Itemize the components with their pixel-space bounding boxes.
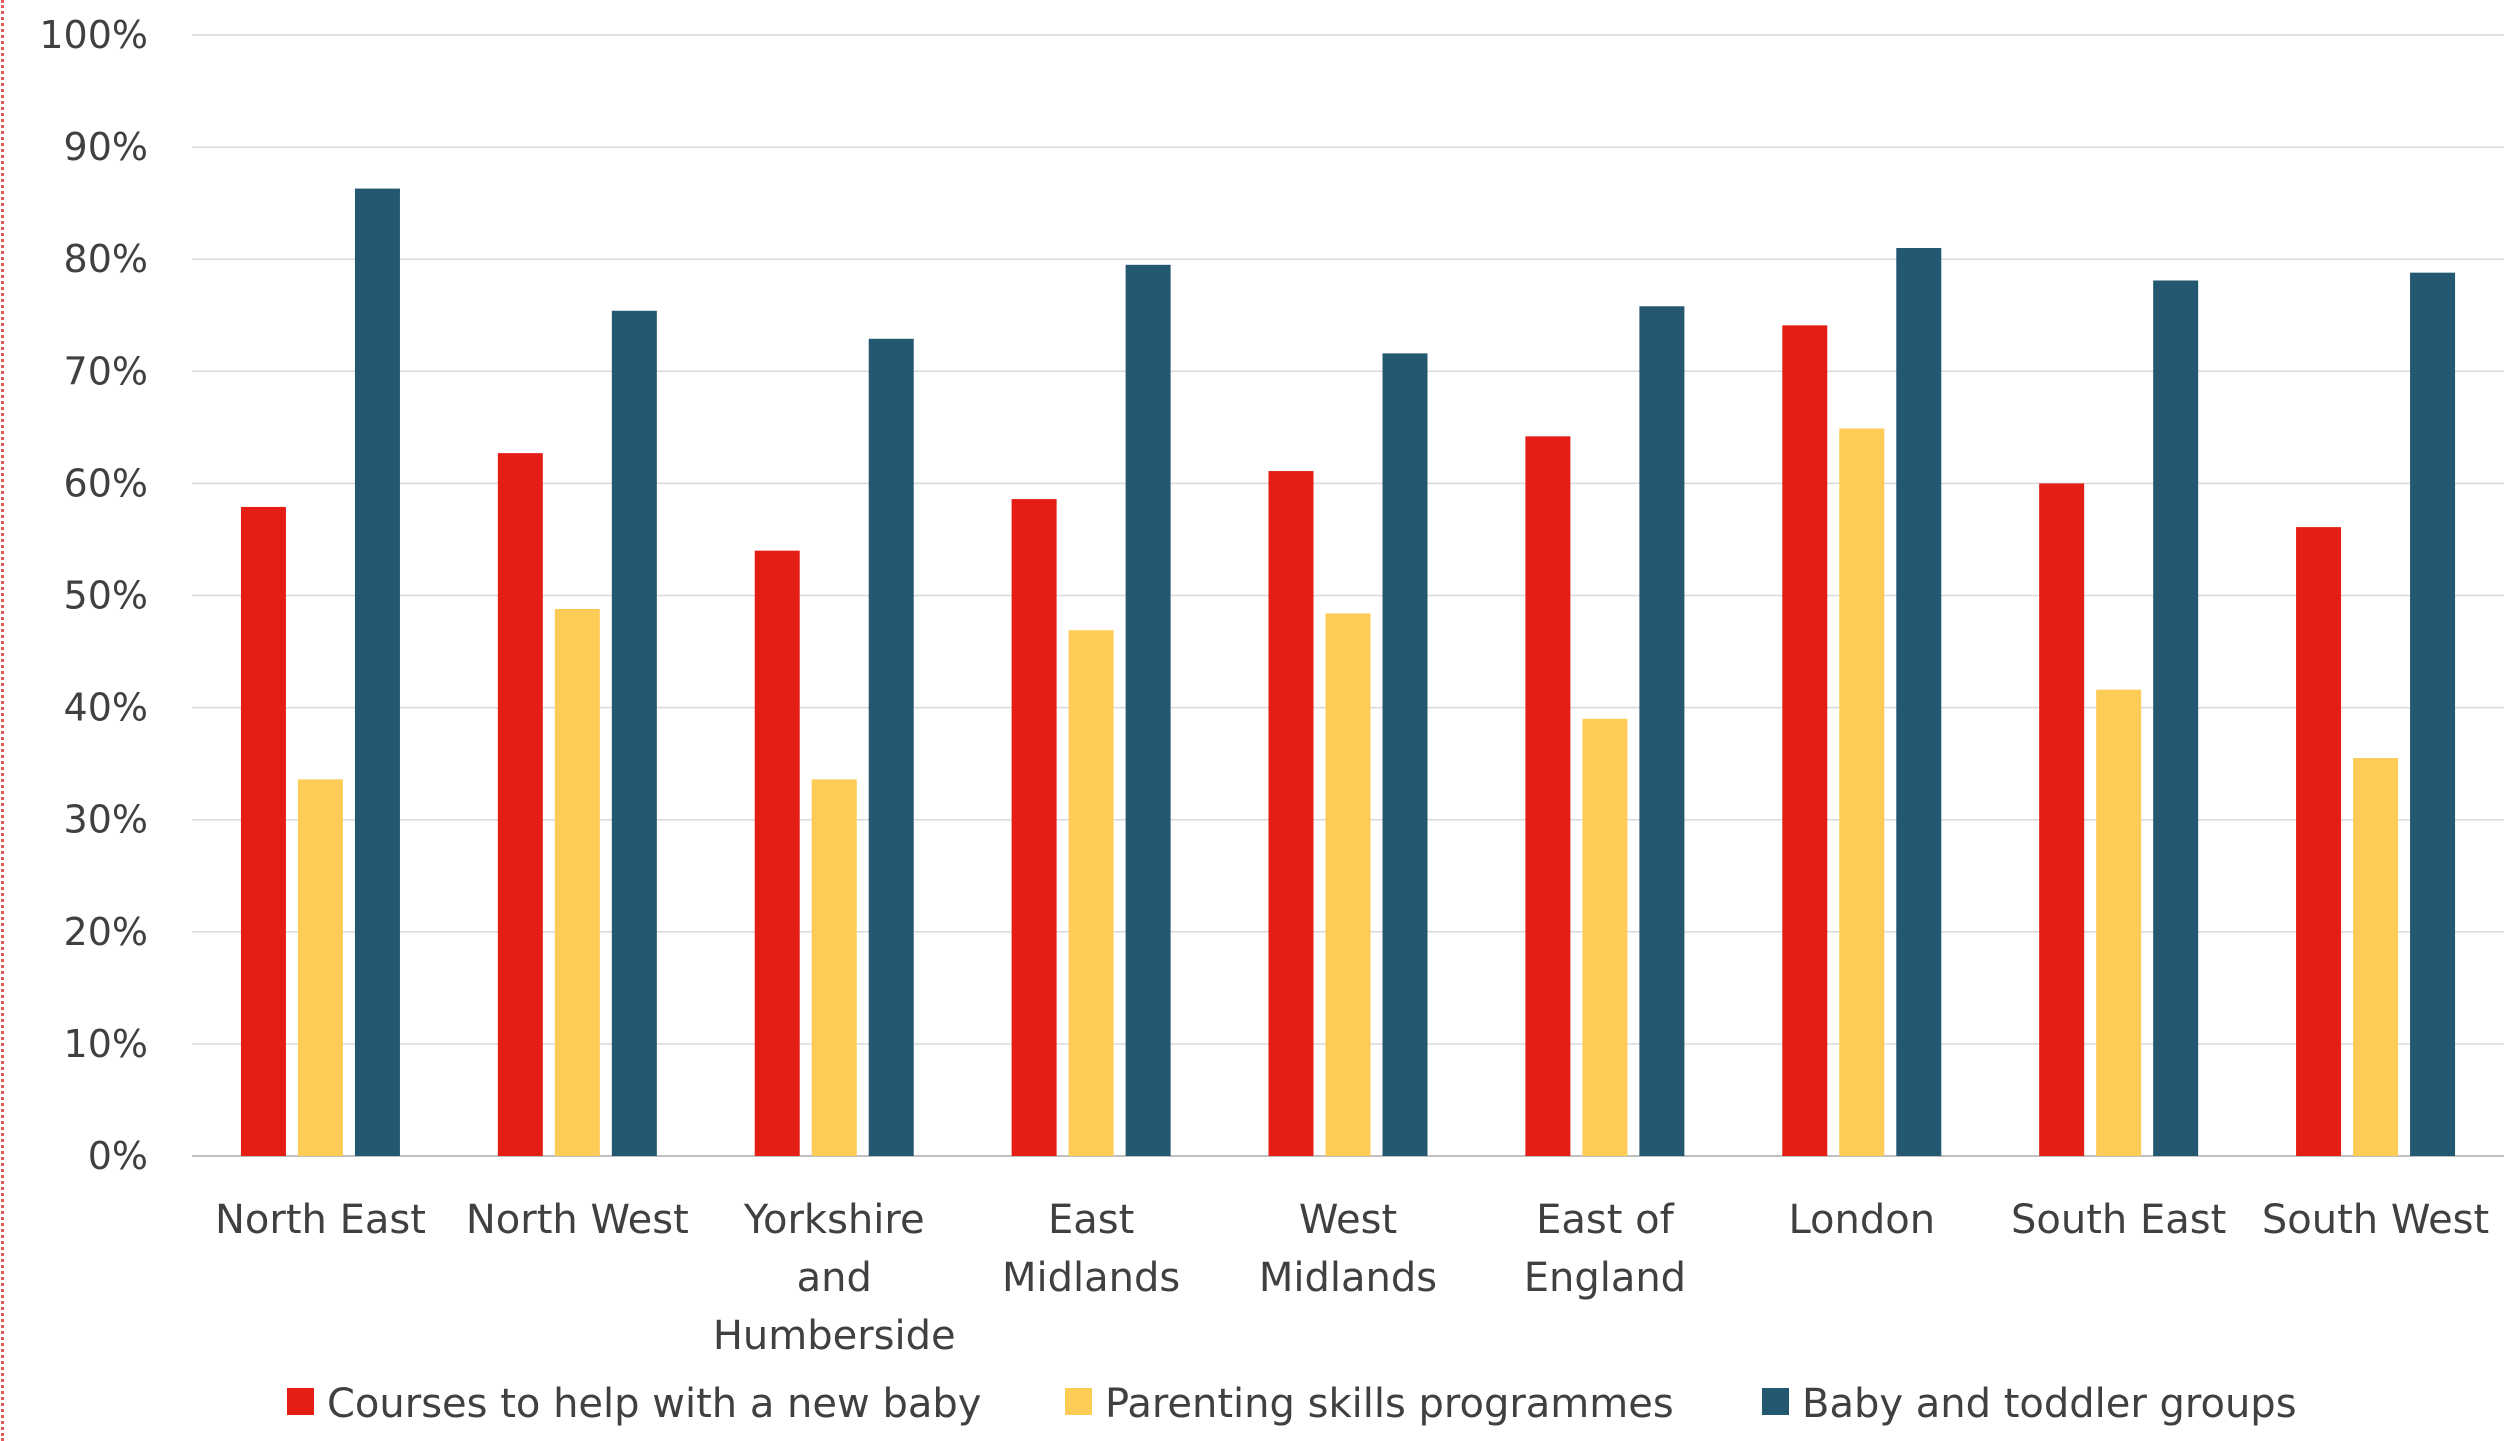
bar-baby-and-toddler-groups-yorkshire-and-humberside (868, 338, 914, 1156)
bar-courses-to-help-with-a-new-baby-east-of-england (1525, 436, 1571, 1156)
y-tick-label: 30% (64, 798, 148, 842)
bar-baby-and-toddler-groups-north-west (611, 310, 657, 1156)
y-tick-label: 60% (64, 461, 148, 505)
x-tick-label-east-of-england: East of England (1524, 1197, 1686, 1301)
legend-swatch-parenting-skills-programmes (1065, 1388, 1092, 1415)
x-tick-label-north-west: North West (466, 1197, 689, 1243)
legend-swatch-courses-to-help-with-a-new-baby (287, 1388, 314, 1415)
bar-baby-and-toddler-groups-north-east (354, 188, 400, 1156)
bar-baby-and-toddler-groups-south-east (2153, 280, 2199, 1156)
bar-courses-to-help-with-a-new-baby-yorkshire-and-humberside (754, 550, 800, 1156)
x-tick-label-yorkshire-and-humberside: Yorkshire and Humberside (713, 1197, 956, 1359)
x-axis-labels: North East North West Yorkshire and Humbersi… (215, 1197, 2489, 1359)
page-edge-divider (1, 0, 4, 1441)
bar-parenting-skills-programmes-north-east (297, 779, 343, 1156)
bar-parenting-skills-programmes-london (1839, 428, 1885, 1156)
y-tick-label: 0% (88, 1134, 148, 1178)
bar-baby-and-toddler-groups-south-west (2410, 272, 2456, 1157)
x-tick-label-london: London (1788, 1197, 1935, 1243)
bar-parenting-skills-programmes-yorkshire-and-humberside (811, 779, 857, 1156)
legend-swatch-baby-and-toddler-groups (1762, 1388, 1789, 1415)
bar-courses-to-help-with-a-new-baby-south-west (2296, 527, 2342, 1156)
legend: Courses to help with a new baby Parenting… (287, 1381, 2297, 1427)
y-tick-label: 40% (64, 686, 148, 730)
bar-parenting-skills-programmes-south-east (2096, 689, 2142, 1156)
bar-baby-and-toddler-groups-east-midlands (1125, 264, 1171, 1156)
bar-parenting-skills-programmes-south-west (2353, 758, 2399, 1156)
y-tick-label: 70% (64, 349, 148, 393)
bar-courses-to-help-with-a-new-baby-south-east (2039, 483, 2085, 1156)
bar-baby-and-toddler-groups-west-midlands (1382, 353, 1428, 1156)
bar-parenting-skills-programmes-east-midlands (1068, 630, 1114, 1156)
bar-parenting-skills-programmes-north-west (554, 608, 600, 1156)
x-tick-label-north-east: North East (215, 1197, 426, 1243)
bar-courses-to-help-with-a-new-baby-london (1782, 325, 1828, 1156)
x-tick-label-south-east: South East (2011, 1197, 2226, 1243)
y-tick-label: 20% (64, 910, 148, 954)
x-tick-label-south-west: South West (2262, 1197, 2489, 1243)
bar-parenting-skills-programmes-west-midlands (1325, 613, 1371, 1156)
bar-parenting-skills-programmes-east-of-england (1582, 718, 1628, 1156)
bar-courses-to-help-with-a-new-baby-north-east (240, 506, 286, 1156)
x-tick-label-west-midlands: West Midlands (1259, 1197, 1437, 1301)
legend-label-parenting-skills-programmes: Parenting skills programmes (1105, 1381, 1674, 1427)
y-axis-ticks: 0% 10% 20% 30% 40% 50% 60% 70% 80% 90% 100% (39, 13, 148, 1178)
bar-courses-to-help-with-a-new-baby-east-midlands (1011, 499, 1057, 1156)
legend-label-baby-and-toddler-groups: Baby and toddler groups (1802, 1381, 2297, 1427)
y-tick-label: 90% (64, 125, 148, 169)
bars (240, 188, 2456, 1157)
y-tick-label: 100% (39, 13, 148, 57)
bar-courses-to-help-with-a-new-baby-north-west (497, 453, 543, 1156)
x-tick-label-east-midlands: East Midlands (1002, 1197, 1180, 1301)
bar-baby-and-toddler-groups-east-of-england (1639, 306, 1685, 1157)
y-tick-label: 80% (64, 237, 148, 281)
bar-baby-and-toddler-groups-london (1896, 247, 1942, 1157)
legend-label-courses-to-help-with-a-new-baby: Courses to help with a new baby (327, 1381, 981, 1427)
y-tick-label: 10% (64, 1022, 148, 1066)
bar-courses-to-help-with-a-new-baby-west-midlands (1268, 471, 1314, 1157)
y-tick-label: 50% (64, 574, 148, 618)
